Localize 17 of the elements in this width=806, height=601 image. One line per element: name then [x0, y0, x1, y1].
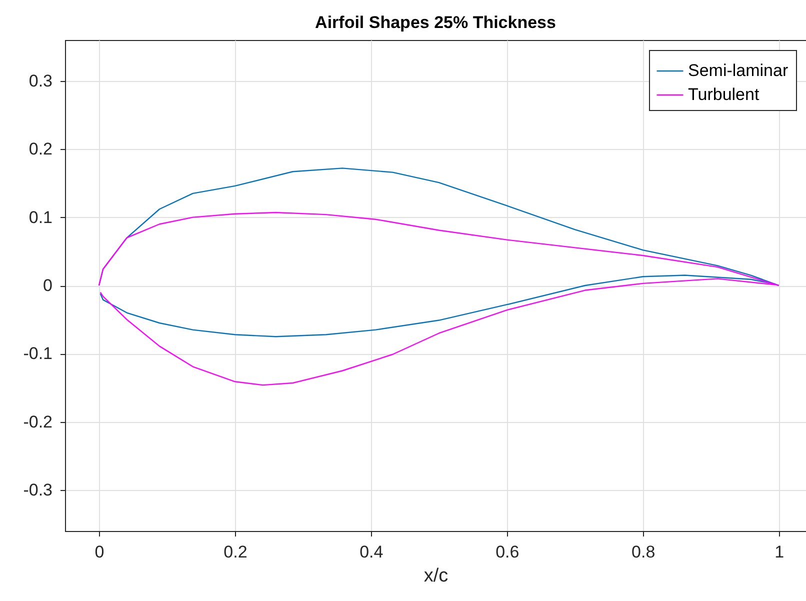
y-tick-label: -0.1: [23, 344, 52, 364]
x-axis-title: x/c: [424, 566, 448, 586]
chart-title: Airfoil Shapes 25% Thickness: [315, 13, 556, 32]
x-tick-label: 0.6: [496, 542, 520, 562]
x-tick-label: 1: [774, 542, 784, 562]
x-tick-label: 0: [94, 542, 104, 562]
y-tick-label: 0: [43, 276, 52, 295]
legend-label: Turbulent: [688, 85, 760, 104]
x-tick-label: 0.2: [224, 542, 248, 562]
y-tick-label: -0.2: [23, 412, 52, 432]
x-tick-label: 0.4: [360, 542, 384, 562]
y-tick-label: 0.2: [28, 140, 52, 159]
legend-label: Semi-laminar: [688, 61, 788, 80]
x-tick-label: 0.8: [632, 542, 656, 562]
y-tick-label: 0.1: [28, 208, 52, 227]
y-tick-label: -0.3: [23, 480, 52, 500]
y-tick-label: 0.3: [28, 71, 52, 90]
